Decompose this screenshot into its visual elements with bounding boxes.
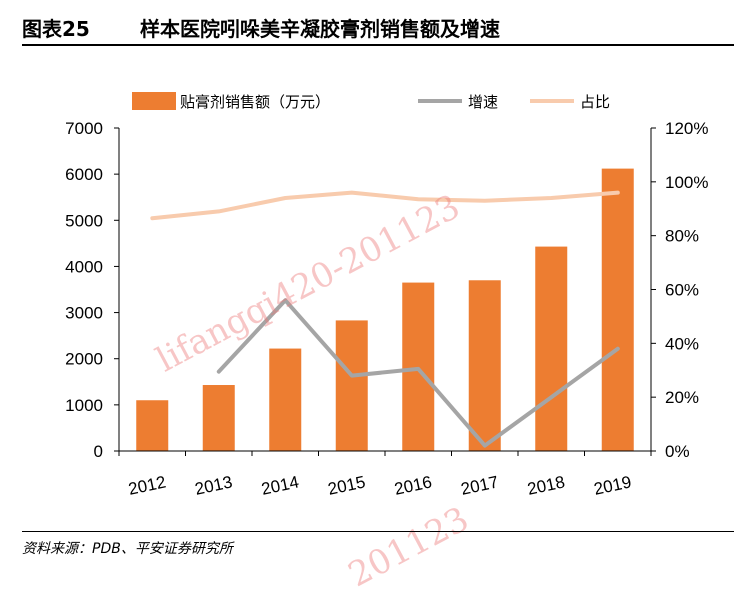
y-left-tick-label: 4000 (65, 257, 103, 276)
y-left-tick-label: 5000 (65, 211, 103, 230)
x-tick-label: 2012 (127, 472, 168, 498)
y-right-tick-label: 0% (665, 442, 690, 461)
y-right-tick-label: 60% (665, 281, 699, 300)
x-tick-label: 2013 (193, 472, 234, 498)
legend-label-growth: 增速 (468, 94, 498, 111)
bar-2013 (202, 385, 235, 451)
bar-2012 (136, 400, 169, 451)
chart-legend: 贴膏剂销售额（万元） 增速 占比 (132, 92, 610, 111)
bar-2017 (468, 280, 501, 451)
line-growth (216, 298, 620, 448)
combo-chart: 贴膏剂销售额（万元） 增速 占比 0 1000 2000 3000 4000 5000 6000… (65, 92, 708, 499)
y-left-tick-label: 2000 (65, 350, 103, 369)
y-right-tick-label: 120% (665, 119, 708, 138)
x-tick-label: 2015 (326, 472, 367, 498)
y-right-tick-label: 40% (665, 334, 699, 353)
y-left-tick-label: 0 (94, 442, 103, 461)
page-title: 图表25 样本医院吲哚美辛凝胶膏剂销售额及增速 (22, 14, 734, 46)
y-right-tick-label: 80% (665, 227, 699, 246)
line-share (150, 190, 620, 221)
figure-title: 样本医院吲哚美辛凝胶膏剂销售额及增速 (140, 17, 500, 41)
legend-swatch-sales (132, 92, 176, 110)
bar-series (136, 168, 634, 451)
x-tick-label: 2018 (526, 472, 567, 498)
bar-2015 (335, 320, 368, 451)
y-left-tick-label: 3000 (65, 304, 103, 323)
bar-2014 (269, 348, 302, 451)
bar-2016 (402, 282, 435, 451)
y-right-tick-label: 100% (665, 173, 708, 192)
line-series (150, 190, 620, 448)
bar-2018 (535, 246, 568, 451)
y-left-tick-label: 6000 (65, 165, 103, 184)
bar-2019 (601, 168, 634, 451)
figure-number: 图表25 (22, 17, 90, 41)
y-left-tick-label: 1000 (65, 396, 103, 415)
legend-label-sales: 贴膏剂销售额（万元） (180, 94, 330, 111)
source-note: 资料来源：PDB、平安证券研究所 (22, 531, 734, 558)
y-left-tick-label: 7000 (65, 119, 103, 138)
x-tick-label: 2019 (592, 472, 633, 498)
legend-label-share: 占比 (580, 94, 610, 111)
x-tick-label: 2017 (459, 472, 500, 498)
y-right-tick-label: 20% (665, 388, 699, 407)
x-tick-label: 2016 (393, 472, 434, 498)
x-tick-label: 2014 (260, 472, 301, 498)
